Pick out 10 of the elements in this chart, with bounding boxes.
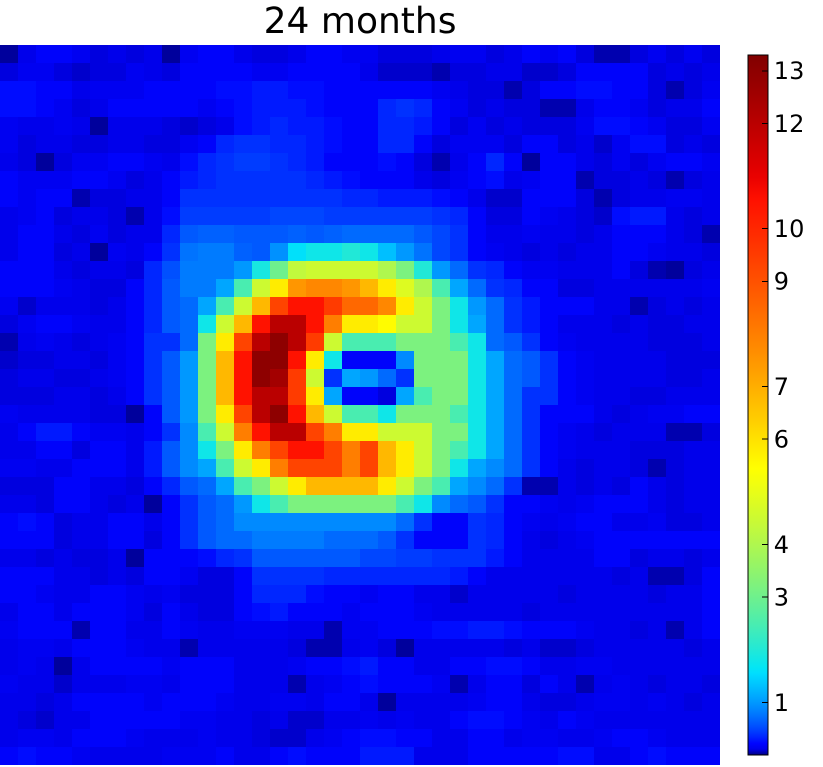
color-bar-label: 12	[774, 110, 804, 138]
color-bar-label: 9	[774, 268, 790, 296]
color-bar-label: 7	[774, 372, 790, 401]
color-bar-label: 10	[774, 215, 804, 244]
color-bar-label: 13	[774, 57, 804, 86]
color-bar-label: 3	[774, 584, 790, 612]
color-bar-label: 1	[774, 688, 790, 717]
chart-title: 24 months	[264, 0, 456, 42]
color-bar-label: 6	[774, 426, 790, 454]
color-bar-label: 4	[774, 530, 790, 559]
